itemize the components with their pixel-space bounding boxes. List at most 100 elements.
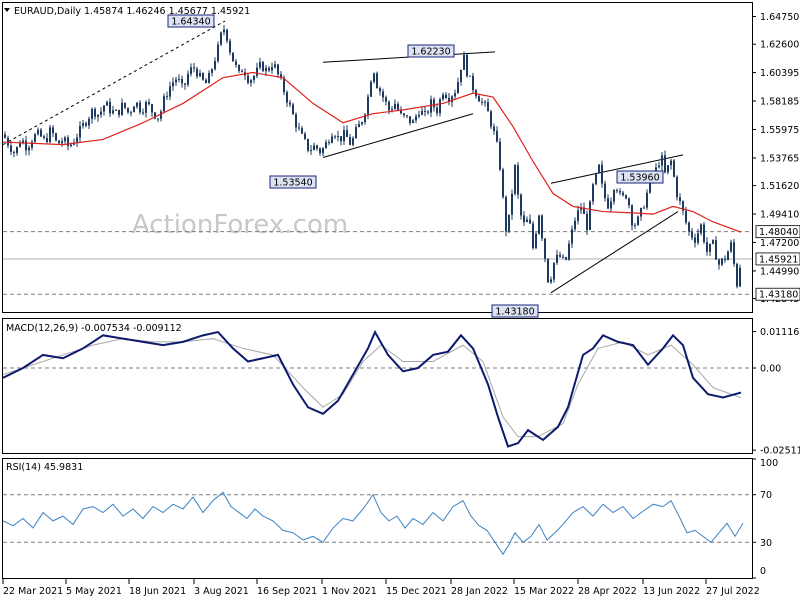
candle-body [112,110,114,114]
candle-body [118,109,120,116]
candle-body [169,86,171,97]
macd-main-line [2,329,742,448]
moving-average-line [2,71,742,233]
candle-body [598,164,600,174]
candle-body [202,73,204,80]
price-annotation-box [616,170,664,184]
candle-body [496,130,498,142]
candle-body [97,114,99,117]
candle-body [649,179,651,193]
candle-body [727,251,729,261]
candle-body [424,111,426,113]
macd-lines [2,329,742,448]
candle-body [697,233,699,243]
candle-body [610,201,612,209]
price-y-tick-label: 1.44990 [760,266,799,277]
candle-body [274,64,276,68]
candle-body [502,169,504,197]
candle-body [340,136,342,142]
candle-body [490,111,492,127]
candle-body [82,123,84,126]
candle-body [58,140,60,144]
candle-body [574,220,576,230]
candle-body [49,127,51,143]
candle-body [151,104,153,113]
candle-body [232,52,234,62]
candle-body [25,140,27,151]
candle-body [250,80,252,83]
macd-y-tick-label: 0.011168 [760,327,800,338]
candle-body [556,254,558,263]
x-tick-label: 28 Jan 2022 [451,586,508,597]
candle-body [520,194,522,216]
price-annotation-label: 1.53540 [273,178,312,189]
rsi-y-tick-label: 100 [760,458,778,469]
price-y-tick-label: 1.58185 [760,97,799,108]
candle-body [358,124,360,128]
candle-body [583,207,585,214]
moving-average [2,71,742,233]
candle-body [364,114,366,123]
candle-body [589,201,591,230]
rsi-panel-frame [2,458,753,579]
price-y-tick-label: 1.47200 [760,238,799,249]
candle-body [607,198,609,209]
candle-body [310,150,312,152]
x-tick-label: 1 Nov 2021 [322,586,377,597]
candle-body [580,207,582,211]
candle-body [661,155,663,166]
candle-body [166,96,168,98]
candle-body [469,75,471,77]
macd-y-tick-label: -0.025117 [760,446,800,457]
candle-body [247,75,249,83]
price-level-box [755,252,800,266]
candle-body [319,148,321,154]
candle-body [508,214,510,232]
candle-body [37,129,39,135]
candle-body [67,137,69,146]
candle-body [325,142,327,149]
candle-body [532,223,534,248]
price-annotation-box [491,304,539,318]
price-y-tick-label: 1.55975 [760,125,799,136]
candle-body [439,99,441,114]
candle-body [253,76,255,81]
candle-body [706,241,708,252]
candle-body [394,103,396,110]
candle-body [10,145,12,152]
price-y-tick-label: 1.49410 [760,210,799,221]
candle-body [64,137,66,142]
candle-body [634,225,636,227]
candle-body [256,67,258,77]
candle-body [175,79,177,83]
candle-body [472,75,474,91]
price-level-label: 1.45921 [759,254,798,265]
candle-body [100,111,102,115]
candle-body [4,134,6,138]
candle-body [226,29,228,41]
candle-body [415,116,417,121]
candle-body [631,205,633,226]
candle-body [388,101,390,111]
x-tick-label: 28 Apr 2022 [578,586,637,597]
candle-body [115,109,117,111]
candle-body [28,147,30,151]
candle-body [412,120,414,124]
candle-body [142,112,144,114]
candle-body [208,72,210,84]
price-y-tick-label: 1.53765 [760,153,799,164]
x-tick-label: 15 Dec 2021 [386,586,447,597]
rsi-y-axis: 100 70 30 0 [752,458,778,579]
watermark: ActionForex.com [132,210,348,240]
candle-body [547,258,549,283]
candle-body [613,190,615,202]
candle-body [685,210,687,223]
candle-body [637,216,639,226]
candle-body [601,164,603,184]
candle-body [550,279,552,283]
candle-body [133,106,135,113]
candle-body [367,96,369,115]
candle-body [163,96,165,112]
candle-body [235,61,237,65]
